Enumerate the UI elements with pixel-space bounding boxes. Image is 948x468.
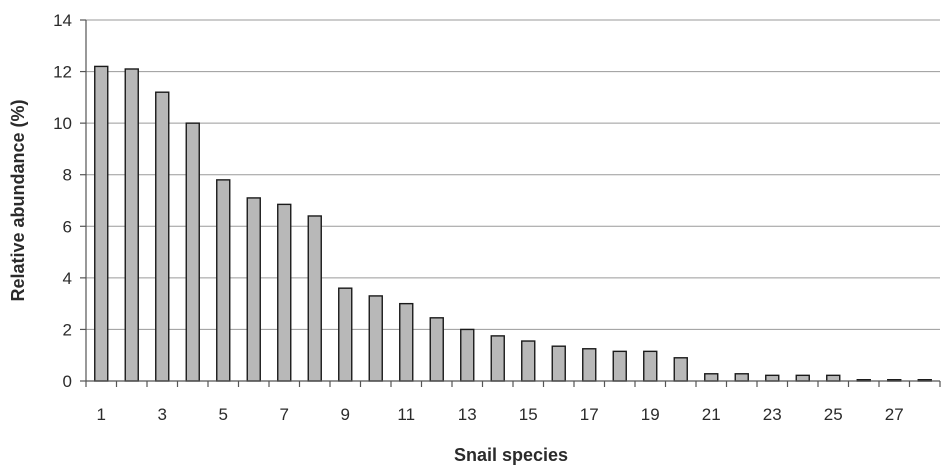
bar-species-24 [795,374,810,382]
bar-species-23 [765,374,780,382]
bar-species-14 [490,335,505,382]
x-tick-label: 11 [397,405,415,424]
bar-species-9 [338,287,353,382]
bar-species-4 [185,122,200,382]
bar-species-10 [368,295,383,382]
bar-species-22 [734,373,749,382]
bars [94,65,932,382]
x-tick-label: 17 [580,405,599,424]
bar-species-2 [124,68,139,382]
bar-species-13 [460,328,475,382]
y-tick-label: 10 [53,114,72,133]
x-tick-label: 27 [885,405,904,424]
x-tick-label: 1 [97,405,106,424]
x-tick-label: 25 [824,405,843,424]
bar-species-16 [551,345,566,382]
bar-species-18 [612,350,627,382]
y-tick-label: 4 [63,269,72,288]
bar-species-15 [521,340,536,382]
bar-species-7 [277,203,292,382]
x-tick-label: 3 [158,405,167,424]
bar-species-12 [429,317,444,382]
bar-species-11 [399,302,414,382]
bar-species-21 [704,373,719,382]
bar-species-5 [216,179,231,382]
bar-species-17 [582,348,597,382]
bar-species-6 [246,197,261,382]
x-tick-label: 5 [219,405,228,424]
y-axis-title: Relative abundance (%) [8,99,28,301]
bar-species-1 [94,65,109,382]
y-tick-label: 12 [53,63,72,82]
bar-species-20 [673,357,688,382]
y-tick-label: 6 [63,217,72,236]
bar-species-3 [155,91,170,382]
bar-species-19 [643,350,658,382]
axes [80,19,941,387]
grid-lines [86,19,940,330]
x-tick-label: 9 [341,405,350,424]
y-tick-labels: 0 2 4 6 8 10 12 14 [53,11,72,391]
x-tick-label: 7 [280,405,289,424]
x-tick-label: 21 [702,405,721,424]
x-tick-label: 19 [641,405,660,424]
y-tick-label: 8 [63,166,72,185]
x-tick-label: 23 [763,405,782,424]
x-axis-title: Snail species [454,445,568,465]
x-tick-label: 13 [458,405,477,424]
y-tick-label: 2 [63,320,72,339]
y-tick-label: 0 [63,372,72,391]
bar-species-25 [826,374,841,382]
bar-species-8 [307,215,322,382]
x-tick-label: 15 [519,405,538,424]
x-tick-labels: 1 3 5 7 9 11 13 15 17 19 21 23 25 27 [97,405,904,424]
y-tick-label: 14 [53,11,72,30]
